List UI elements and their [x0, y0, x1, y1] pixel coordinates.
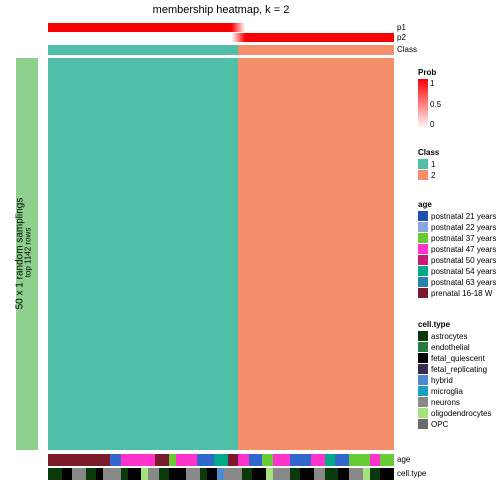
p2-label: p2	[397, 33, 406, 42]
p1-label: p1	[397, 23, 406, 32]
class-band	[48, 45, 394, 55]
p2-band	[48, 33, 394, 42]
legend-age: agepostnatal 21 yearspostnatal 22 yearsp…	[418, 200, 496, 299]
legend-prob: Prob10.50	[418, 68, 436, 129]
class-label: Class	[397, 45, 417, 54]
age-band-label: age	[397, 455, 410, 464]
p1-band	[48, 23, 394, 32]
age-band	[48, 454, 394, 466]
celltype-band	[48, 468, 394, 480]
chart-title: membership heatmap, k = 2	[48, 4, 394, 16]
rows-label: top 1142 rows	[24, 203, 33, 303]
heatmap-body	[48, 58, 394, 450]
legend-class: Class12	[418, 148, 439, 181]
celltype-band-label: cell.type	[397, 469, 426, 478]
legend-celltype: cell.typeastrocytesendothelialfetal_quie…	[418, 320, 491, 430]
